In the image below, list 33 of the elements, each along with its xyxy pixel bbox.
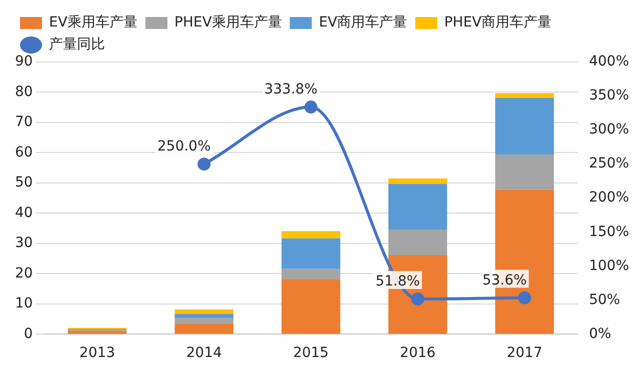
y-tick-label: 80 bbox=[14, 84, 33, 100]
x-tick-label: 2013 bbox=[79, 345, 116, 362]
y2-tick-label: 300% bbox=[588, 122, 630, 138]
y-tick-label: 90 bbox=[14, 54, 33, 70]
y-tick-label: 70 bbox=[14, 114, 33, 130]
y2-tick-label: 400% bbox=[588, 54, 630, 70]
y2-tick-label: 200% bbox=[588, 190, 630, 206]
data-label: 53.6% bbox=[482, 272, 527, 288]
y-tick-label: 40 bbox=[14, 204, 33, 221]
y-tick-label: 20 bbox=[14, 265, 33, 282]
x-tick-label: 2015 bbox=[293, 345, 329, 362]
y-tick-label: 10 bbox=[14, 296, 33, 312]
legend-label: EV商用车产量 bbox=[318, 14, 408, 31]
legend-label: EV乘用车产量 bbox=[49, 14, 138, 31]
data-label: 51.8% bbox=[375, 274, 420, 290]
y2-tick-label: 250% bbox=[588, 156, 630, 172]
legend-label: PHEV商用车产量 bbox=[444, 14, 552, 31]
data-label: 250.0% bbox=[157, 138, 211, 155]
y-tick-label: 60 bbox=[14, 144, 33, 160]
y-tick-label: 50 bbox=[14, 174, 33, 191]
y2-tick-label: 150% bbox=[588, 224, 630, 240]
y2-tick-label: 0% bbox=[588, 326, 612, 342]
y-tick-label: 30 bbox=[14, 235, 33, 252]
legend-label: 产量同比 bbox=[49, 36, 105, 53]
y-tick-label: 0 bbox=[24, 326, 33, 342]
y2-tick-label: 50% bbox=[588, 292, 620, 308]
y2-tick-label: 100% bbox=[588, 258, 630, 274]
y2-tick-label: 350% bbox=[588, 88, 630, 104]
legend-label: PHEV乘用车产量 bbox=[174, 14, 282, 31]
x-tick-label: 2014 bbox=[186, 345, 222, 362]
x-tick-label: 2017 bbox=[506, 345, 542, 362]
data-label: 333.8% bbox=[264, 82, 318, 98]
x-tick-label: 2016 bbox=[400, 345, 436, 362]
